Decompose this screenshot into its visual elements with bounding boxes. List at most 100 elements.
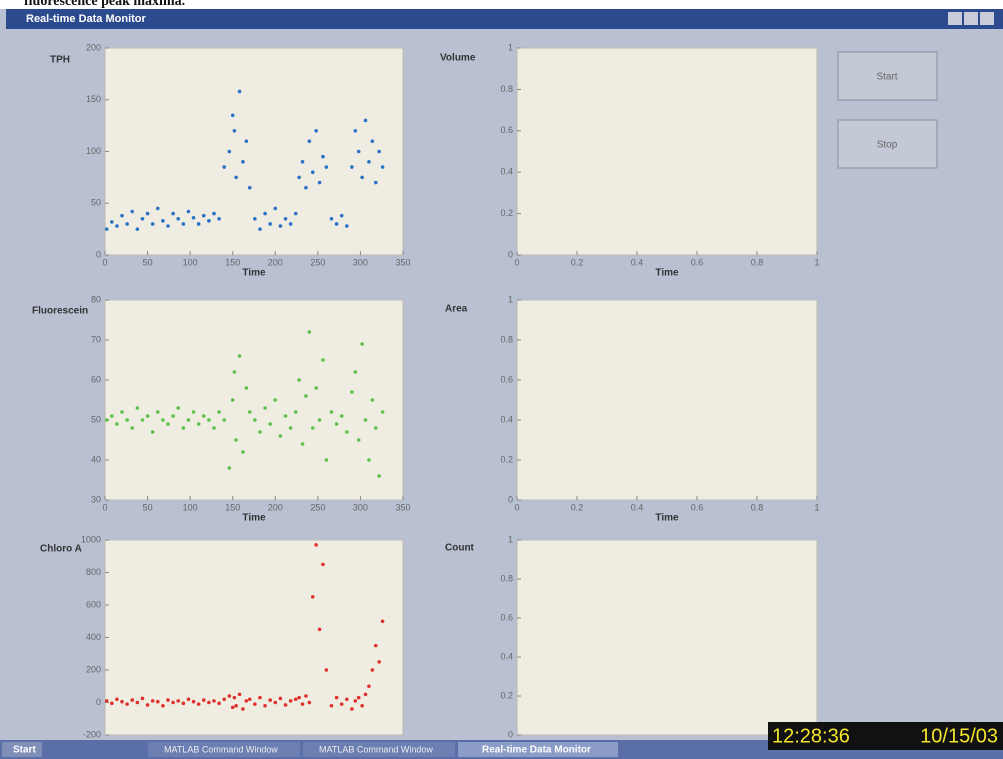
data-point xyxy=(161,703,165,708)
task-label[interactable]: MATLAB Command Window xyxy=(319,744,433,754)
data-point xyxy=(207,700,211,705)
x-tick-label: 300 xyxy=(353,257,368,267)
data-point xyxy=(196,422,201,426)
data-point xyxy=(334,695,339,700)
data-point xyxy=(263,211,267,216)
data-point xyxy=(253,418,257,422)
data-point xyxy=(273,398,278,402)
y-tick-label: -200 xyxy=(83,729,101,739)
data-point xyxy=(104,699,109,703)
data-point xyxy=(314,386,318,390)
data-point xyxy=(176,406,181,410)
task-label[interactable]: MATLAB Command Window xyxy=(164,744,278,754)
window-title: Real-time Data Monitor xyxy=(26,13,147,25)
data-point xyxy=(237,692,242,697)
plot-area xyxy=(104,539,404,736)
data-point xyxy=(353,370,358,374)
data-point xyxy=(363,118,368,123)
data-point xyxy=(350,707,354,711)
data-point xyxy=(130,426,135,430)
data-point xyxy=(166,698,170,702)
data-point xyxy=(360,175,364,180)
data-point xyxy=(283,414,288,418)
y-tick-label: 60 xyxy=(91,374,101,384)
data-point xyxy=(241,450,245,454)
data-point xyxy=(135,700,140,705)
data-point xyxy=(171,700,175,705)
data-point xyxy=(304,185,308,190)
data-point xyxy=(232,695,237,700)
plot-area xyxy=(516,299,818,501)
y-tick-label: 0 xyxy=(96,249,101,259)
task-button-active[interactable] xyxy=(458,742,618,757)
maximize-button[interactable] xyxy=(964,12,978,25)
plot-area xyxy=(104,299,404,501)
data-point xyxy=(176,699,181,703)
data-point xyxy=(293,211,298,216)
data-point xyxy=(356,149,361,154)
timestamp-date: 10/15/03 xyxy=(920,725,998,747)
stop-button-label[interactable]: Stop xyxy=(877,140,898,151)
x-tick-label: 1 xyxy=(814,502,819,512)
x-tick-label: 0.2 xyxy=(571,502,584,512)
x-tick-label: 350 xyxy=(395,502,410,512)
data-point xyxy=(201,698,206,702)
start-menu-button[interactable] xyxy=(2,742,42,757)
task-button[interactable] xyxy=(148,742,300,757)
data-point xyxy=(317,627,322,632)
data-point xyxy=(241,160,245,164)
y-tick-label: 30 xyxy=(91,494,101,504)
data-point xyxy=(304,694,308,698)
x-tick-label: 0.8 xyxy=(751,257,764,267)
data-point xyxy=(324,458,329,462)
y-tick-label: 1 xyxy=(508,294,513,304)
y-tick-label: 600 xyxy=(86,599,101,609)
data-point xyxy=(363,418,368,422)
close-button[interactable] xyxy=(980,12,994,25)
y-tick-label: 0 xyxy=(96,697,101,707)
data-point xyxy=(273,700,278,705)
data-point xyxy=(324,668,329,672)
y-axis-label: Count xyxy=(445,543,475,554)
data-point xyxy=(263,406,267,410)
x-tick-label: 100 xyxy=(183,502,198,512)
start-menu-label[interactable]: Start xyxy=(13,745,36,756)
data-point xyxy=(380,165,385,169)
data-point xyxy=(120,410,124,414)
data-point xyxy=(244,699,249,703)
data-point xyxy=(345,430,349,434)
data-point xyxy=(345,224,349,228)
data-point xyxy=(380,619,385,624)
data-point xyxy=(110,220,114,224)
y-tick-label: 0 xyxy=(508,249,513,259)
start-button-label[interactable]: Start xyxy=(876,72,897,83)
data-point xyxy=(181,701,186,706)
y-tick-label: 1 xyxy=(508,42,513,52)
x-axis-label: Time xyxy=(242,513,266,524)
data-point xyxy=(339,213,344,218)
task-button[interactable] xyxy=(303,742,455,757)
x-tick-label: 100 xyxy=(183,257,198,267)
data-point xyxy=(222,418,226,422)
data-point xyxy=(380,410,385,414)
data-point xyxy=(360,703,364,708)
data-point xyxy=(234,175,238,180)
data-point xyxy=(155,206,160,211)
data-point xyxy=(125,702,129,706)
data-point xyxy=(104,227,109,231)
y-tick-label: 0.2 xyxy=(500,690,513,700)
data-point xyxy=(283,703,288,707)
stop-button[interactable] xyxy=(837,119,938,169)
y-tick-label: 0.6 xyxy=(500,374,513,384)
data-point xyxy=(191,699,196,704)
minimize-button[interactable] xyxy=(948,12,962,25)
data-point xyxy=(237,354,242,358)
data-point xyxy=(232,370,237,374)
data-point xyxy=(201,414,206,418)
start-button[interactable] xyxy=(837,51,938,101)
data-point xyxy=(150,430,155,434)
task-label[interactable]: Real-time Data Monitor xyxy=(482,745,591,756)
y-tick-label: 0.6 xyxy=(500,612,513,622)
data-point xyxy=(244,386,249,390)
data-point xyxy=(161,418,165,422)
